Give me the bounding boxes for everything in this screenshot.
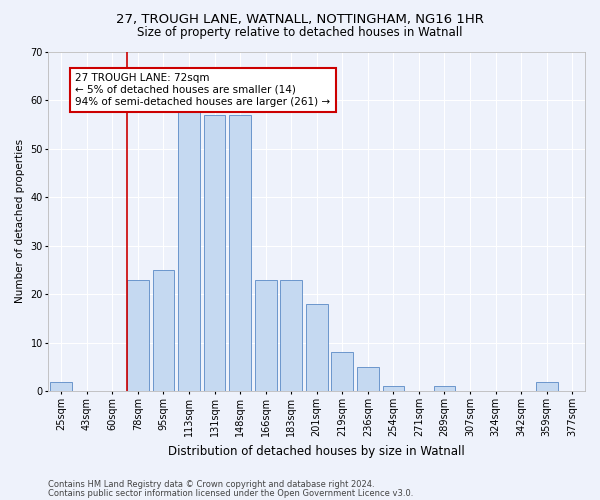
Bar (306, 304, 328, 391)
Bar (434, 386, 455, 391)
Bar (178, 105, 200, 391)
Bar (280, 280, 302, 391)
Text: Size of property relative to detached houses in Watnall: Size of property relative to detached ho… (137, 26, 463, 39)
Bar (229, 114, 251, 391)
Bar (357, 367, 379, 391)
Bar (203, 114, 226, 391)
X-axis label: Distribution of detached houses by size in Watnall: Distribution of detached houses by size … (169, 444, 465, 458)
Y-axis label: Number of detached properties: Number of detached properties (15, 140, 25, 304)
Bar (536, 382, 557, 391)
Text: Contains public sector information licensed under the Open Government Licence v3: Contains public sector information licen… (48, 488, 413, 498)
Text: Contains HM Land Registry data © Crown copyright and database right 2024.: Contains HM Land Registry data © Crown c… (48, 480, 374, 489)
Bar (383, 386, 404, 391)
Bar (127, 280, 149, 391)
Bar (50, 382, 72, 391)
Bar (331, 352, 353, 391)
Text: 27 TROUGH LANE: 72sqm
← 5% of detached houses are smaller (14)
94% of semi-detac: 27 TROUGH LANE: 72sqm ← 5% of detached h… (76, 74, 331, 106)
Bar (255, 280, 277, 391)
Bar (152, 270, 175, 391)
Text: 27, TROUGH LANE, WATNALL, NOTTINGHAM, NG16 1HR: 27, TROUGH LANE, WATNALL, NOTTINGHAM, NG… (116, 12, 484, 26)
